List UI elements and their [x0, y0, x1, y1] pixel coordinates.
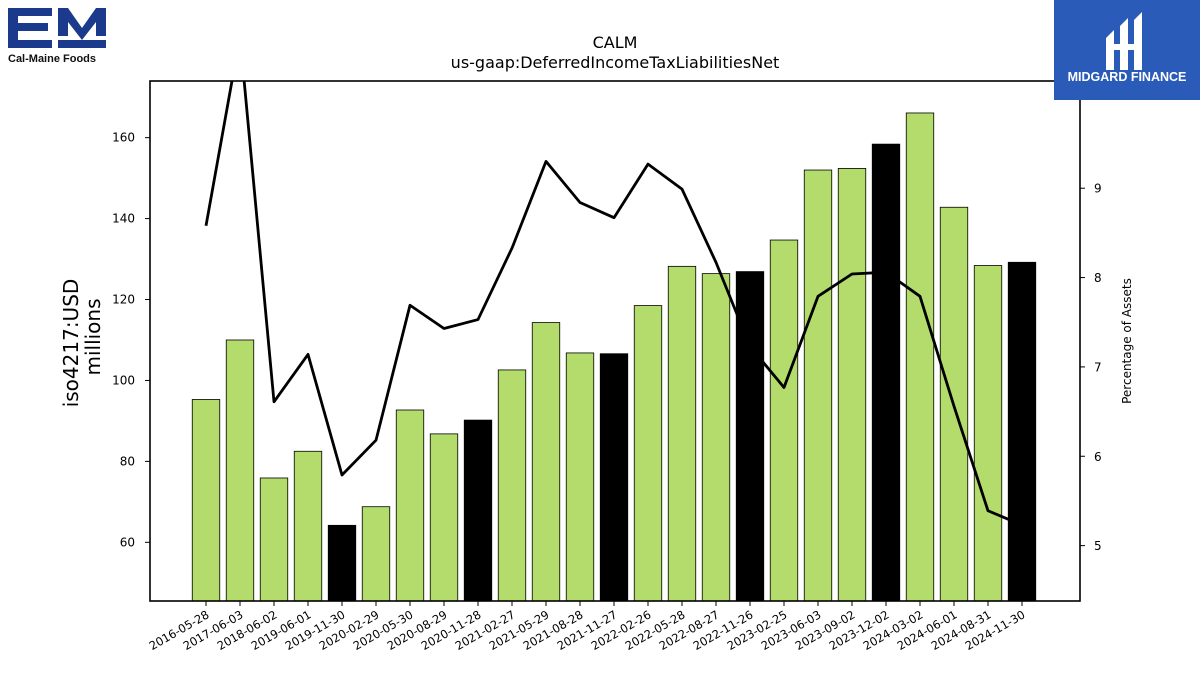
y2-tick-label: 9 [1094, 182, 1102, 196]
bar [327, 524, 357, 602]
chart-subtitle: us-gaap:DeferredIncomeTaxLiabilitiesNet [451, 53, 780, 72]
axes [149, 80, 1081, 602]
bar [497, 369, 527, 602]
bar [395, 409, 425, 602]
bar [463, 419, 493, 602]
bar [769, 239, 799, 602]
y2-axis-ticks: 5 6 7 8 9 [1080, 182, 1102, 553]
chart-title: CALM [593, 33, 638, 52]
bar [837, 168, 867, 602]
y2-tick-label: 5 [1094, 539, 1102, 553]
midgard-finance-logo: MIDGARD FINANCE [1054, 0, 1200, 100]
bar [871, 143, 901, 602]
y2-axis-label: Percentage of Assets [1120, 278, 1134, 404]
bar [293, 450, 323, 602]
bar [191, 399, 221, 602]
bar [633, 305, 663, 602]
percentage-of-assets-line [204, 81, 1023, 527]
midgard-wordmark: MIDGARD FINANCE [1068, 70, 1187, 84]
midgard-emblem-icon [1106, 12, 1142, 70]
bar [429, 433, 459, 602]
y-axis-sublabel: millions [81, 298, 105, 375]
bar [565, 352, 595, 602]
cal-maine-logo: Cal-Maine Foods [8, 6, 108, 66]
percentage-line [204, 81, 1023, 527]
bar [803, 169, 833, 602]
y2-tick-label: 7 [1094, 360, 1102, 374]
y-axis-ticks: 60 80 100 120 140 160 [112, 131, 150, 549]
bars [191, 112, 1037, 602]
y2-tick-label: 8 [1094, 271, 1102, 285]
bar [973, 265, 1003, 602]
y2-tick-label: 6 [1094, 450, 1102, 464]
y-tick-label: 60 [120, 535, 135, 549]
y-tick-label: 140 [112, 212, 135, 226]
bar [531, 322, 561, 602]
x-axis-ticks: 2016-05-282017-06-032018-06-022019-06-01… [147, 601, 1028, 653]
y-axis-label: iso4217:USD [59, 279, 83, 408]
plot-frame [149, 80, 1081, 602]
bar [361, 506, 391, 602]
bar [905, 112, 935, 602]
bar [259, 477, 289, 602]
y-tick-label: 80 [120, 454, 135, 468]
bar [667, 265, 697, 602]
bar [225, 339, 255, 602]
y-tick-label: 100 [112, 373, 135, 387]
bar [701, 273, 731, 602]
bar [599, 353, 629, 602]
bar [1007, 261, 1037, 602]
y-tick-label: 160 [112, 131, 135, 145]
cal-maine-wordmark: Cal-Maine Foods [8, 53, 96, 65]
y-tick-label: 120 [112, 293, 135, 307]
